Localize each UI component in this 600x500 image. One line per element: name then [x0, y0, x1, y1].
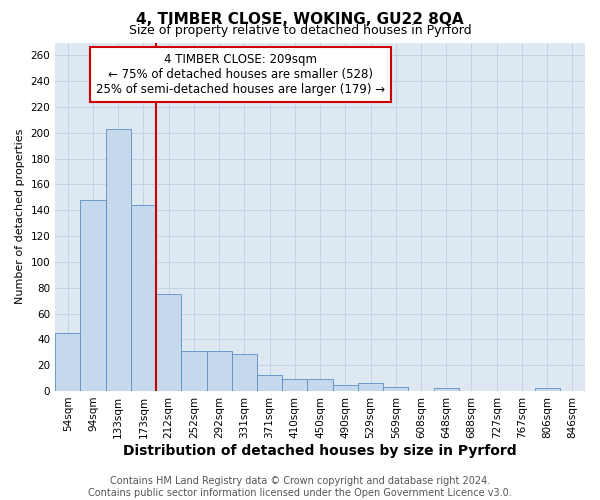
Bar [257, 376, 282, 391]
Bar [307, 380, 332, 391]
Bar [535, 388, 560, 391]
Bar [55, 333, 80, 391]
Bar [206, 351, 232, 391]
Bar [332, 384, 358, 391]
Bar [232, 354, 257, 391]
Bar [358, 383, 383, 391]
Bar [181, 351, 206, 391]
Bar [106, 129, 131, 391]
Bar [383, 387, 409, 391]
Text: 4 TIMBER CLOSE: 209sqm
← 75% of detached houses are smaller (528)
25% of semi-de: 4 TIMBER CLOSE: 209sqm ← 75% of detached… [96, 53, 385, 96]
Bar [156, 294, 181, 391]
Text: Size of property relative to detached houses in Pyrford: Size of property relative to detached ho… [128, 24, 472, 37]
Text: 4, TIMBER CLOSE, WOKING, GU22 8QA: 4, TIMBER CLOSE, WOKING, GU22 8QA [136, 12, 464, 28]
X-axis label: Distribution of detached houses by size in Pyrford: Distribution of detached houses by size … [123, 444, 517, 458]
Bar [131, 205, 156, 391]
Y-axis label: Number of detached properties: Number of detached properties [15, 129, 25, 304]
Bar [282, 380, 307, 391]
Text: Contains HM Land Registry data © Crown copyright and database right 2024.
Contai: Contains HM Land Registry data © Crown c… [88, 476, 512, 498]
Bar [434, 388, 459, 391]
Bar [80, 200, 106, 391]
